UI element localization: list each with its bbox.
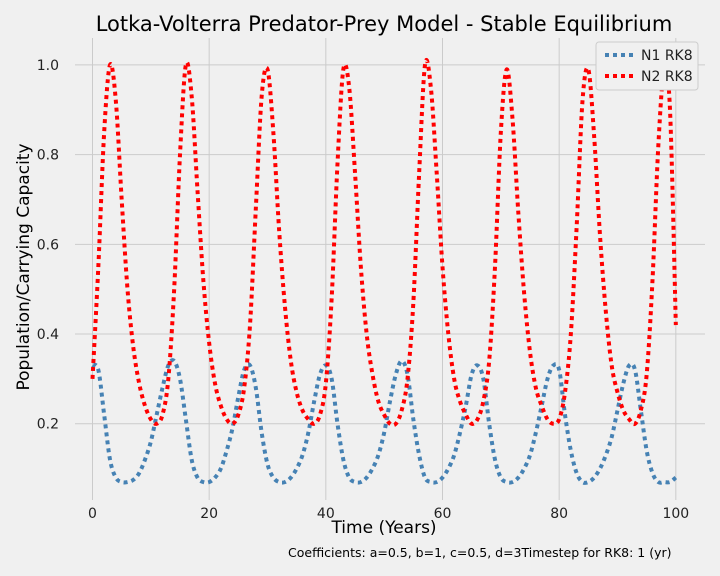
footnote: Coefficients: a=0.5, b=1, c=0.5, d=3Time… xyxy=(288,545,672,560)
x-tick-labels: 0 20 40 60 80 100 xyxy=(88,506,689,522)
chart-title: Lotka-Volterra Predator-Prey Model - Sta… xyxy=(96,12,673,36)
y-tick-labels: 0.2 0.4 0.6 0.8 1.0 xyxy=(37,58,59,433)
y-tick-label: 0.4 xyxy=(37,327,59,343)
x-tick-label: 20 xyxy=(200,506,218,522)
x-axis-label: Time (Years) xyxy=(330,518,436,538)
x-tick-label: 100 xyxy=(662,506,689,522)
y-tick-label: 0.8 xyxy=(37,148,59,164)
x-tick-label: 80 xyxy=(550,506,568,522)
y-tick-label: 0.2 xyxy=(37,417,59,433)
legend: N1 RK8 N2 RK8 xyxy=(595,41,699,91)
x-tick-label: 60 xyxy=(434,506,452,522)
x-tick-label: 40 xyxy=(317,506,335,522)
y-axis-label: Population/Carrying Capacity xyxy=(14,143,34,390)
legend-n2-label: N2 RK8 xyxy=(641,69,693,85)
series-line-1 xyxy=(91,358,678,485)
series-layer xyxy=(90,57,678,485)
x-tick-label: 0 xyxy=(88,506,97,522)
y-tick-label: 1.0 xyxy=(37,58,59,74)
y-tick-label: 0.6 xyxy=(37,237,59,253)
legend-n1-label: N1 RK8 xyxy=(641,48,693,64)
series-line-2 xyxy=(90,57,678,428)
